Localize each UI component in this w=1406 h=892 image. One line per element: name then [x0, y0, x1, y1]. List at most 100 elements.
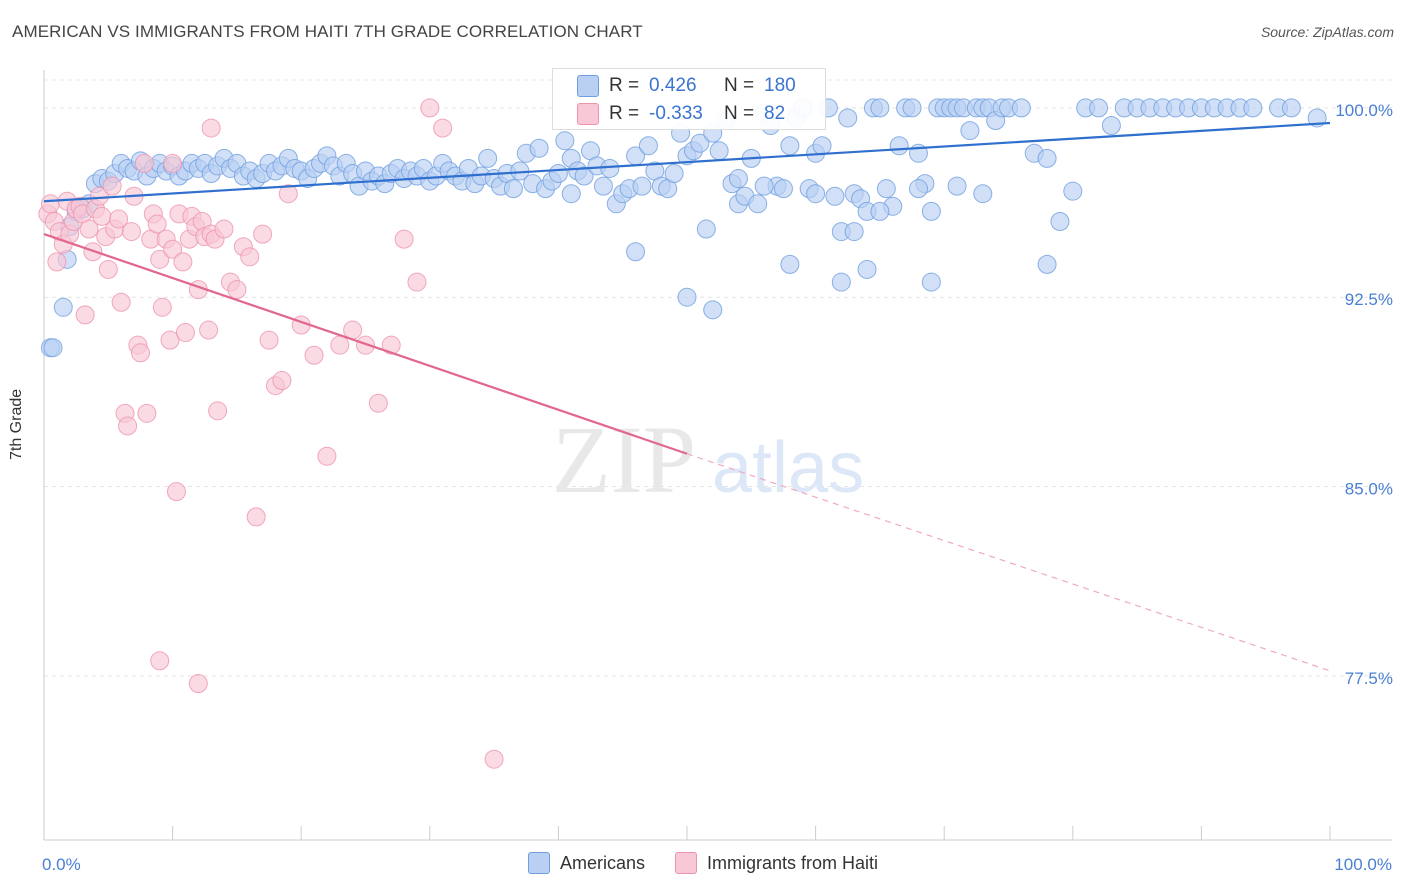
data-point — [121, 222, 141, 242]
legend-item-haiti[interactable]: Immigrants from Haiti — [675, 852, 878, 874]
data-point — [53, 297, 73, 317]
data-point — [1037, 254, 1057, 274]
data-point — [484, 749, 504, 769]
legend-swatch-americans — [527, 852, 550, 874]
legend-item-americans[interactable]: Americans — [527, 852, 645, 874]
stats-r-value: -0.333 — [649, 103, 703, 124]
data-point — [160, 330, 180, 350]
stats-row-americans: R = 0.426 N = 180 — [577, 75, 796, 97]
data-point — [163, 239, 183, 259]
data-point — [317, 446, 337, 466]
chart-title: AMERICAN VS IMMIGRANTS FROM HAITI 7TH GR… — [12, 22, 643, 41]
data-point — [47, 252, 67, 272]
data-point — [43, 338, 63, 358]
data-point — [166, 482, 186, 502]
data-point — [889, 136, 909, 156]
data-point — [529, 138, 549, 158]
data-point — [728, 169, 748, 189]
data-point — [921, 201, 941, 221]
watermark-atlas: atlas — [712, 428, 864, 508]
data-point — [503, 179, 523, 199]
legend-swatch-haiti — [675, 852, 697, 874]
data-point — [812, 136, 832, 156]
data-point — [278, 184, 298, 204]
data-point — [163, 153, 183, 173]
trend-line — [43, 121, 1331, 203]
legend: Americans Immigrants from Haiti — [0, 852, 1406, 874]
data-point — [857, 259, 877, 279]
data-point — [147, 214, 167, 234]
data-point — [844, 222, 864, 242]
data-point — [208, 401, 228, 421]
data-point — [40, 194, 60, 214]
data-point — [173, 252, 193, 272]
data-point — [118, 416, 138, 436]
data-point — [593, 176, 613, 196]
data-point — [696, 219, 716, 239]
data-point — [137, 403, 157, 423]
y-tick-label: 92.5% — [1345, 290, 1393, 309]
watermark-zip: ZIP — [552, 406, 696, 513]
data-point — [1281, 98, 1301, 118]
data-point — [1050, 211, 1070, 231]
data-point — [947, 176, 967, 196]
data-point — [478, 148, 498, 168]
data-point — [780, 136, 800, 156]
data-point — [908, 179, 928, 199]
data-point — [407, 272, 427, 292]
series-americans-points — [40, 98, 1327, 358]
trend-line — [43, 233, 688, 455]
data-point — [555, 131, 575, 151]
data-point — [876, 179, 896, 199]
data-point — [638, 136, 658, 156]
data-point — [626, 242, 646, 262]
chart-source: Source: ZipAtlas.com — [1260, 24, 1394, 40]
data-point — [921, 272, 941, 292]
stats-n-label: N = — [724, 75, 755, 96]
data-point — [773, 179, 793, 199]
data-point — [960, 121, 980, 141]
data-point — [1089, 98, 1109, 118]
data-point — [79, 219, 99, 239]
data-point — [150, 651, 170, 671]
data-point — [102, 176, 122, 196]
data-point — [199, 320, 219, 340]
x-tick-label: 0.0% — [42, 855, 81, 874]
data-point — [825, 186, 845, 206]
data-point — [394, 229, 414, 249]
data-point — [214, 219, 234, 239]
trend-line-extension — [686, 453, 1331, 672]
data-point — [227, 280, 247, 300]
data-point — [152, 297, 172, 317]
data-point — [561, 184, 581, 204]
data-point — [134, 153, 154, 173]
data-point — [754, 176, 774, 196]
series-haiti-points — [38, 98, 504, 769]
data-point — [1101, 116, 1121, 136]
data-point — [973, 184, 993, 204]
data-point — [201, 118, 221, 138]
data-point — [381, 335, 401, 355]
data-point — [870, 98, 890, 118]
stats-row-haiti: R = -0.333 N = 82 — [577, 103, 785, 125]
data-point — [632, 176, 652, 196]
data-point — [111, 292, 131, 312]
data-point — [433, 118, 453, 138]
data-point — [1011, 98, 1031, 118]
x-tick-label: 100.0% — [1334, 855, 1392, 874]
stats-n-value: 82 — [764, 103, 786, 124]
y-tick-label: 77.5% — [1345, 669, 1393, 688]
data-point — [368, 393, 388, 413]
data-point — [253, 224, 273, 244]
data-point — [690, 133, 710, 153]
data-point — [703, 300, 723, 320]
data-point — [175, 323, 195, 343]
data-point — [356, 335, 375, 355]
data-point — [1037, 148, 1057, 168]
data-point — [109, 209, 129, 229]
stats-r-label: R = — [609, 103, 640, 124]
stats-r-label: R = — [609, 75, 640, 96]
data-point — [330, 335, 350, 355]
data-point — [259, 330, 279, 350]
